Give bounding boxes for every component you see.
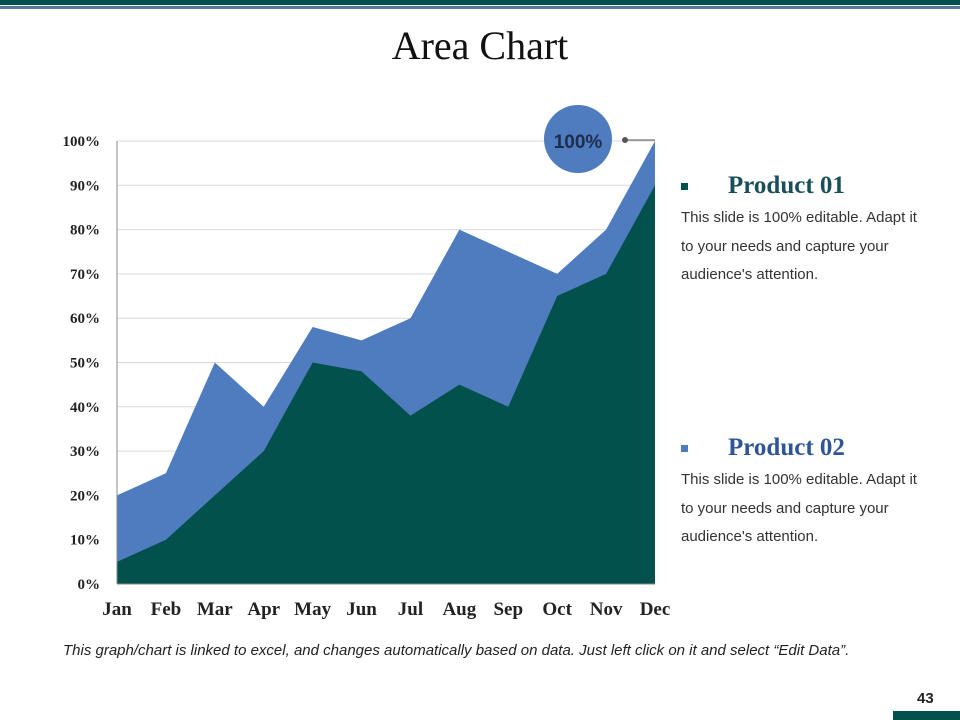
y-tick-label: 60% — [70, 311, 100, 327]
callout-label: 100% — [554, 132, 603, 153]
bullet-icon — [681, 444, 688, 452]
x-tick-label: Dec — [640, 599, 671, 620]
y-tick-label: 100% — [63, 134, 101, 150]
x-tick-label: Jan — [102, 599, 132, 620]
legend-product-02: Product 02 This slide is 100% editable. … — [681, 434, 931, 552]
x-tick-label: Jun — [346, 599, 377, 620]
legend-description: This slide is 100% editable. Adapt it to… — [681, 209, 917, 283]
x-tick-label: Sep — [493, 599, 523, 620]
legend-title: Product 01 — [728, 172, 845, 199]
y-tick-label: 70% — [70, 267, 100, 283]
x-tick-label: Oct — [542, 599, 572, 620]
y-tick-label: 30% — [70, 444, 100, 460]
y-tick-label: 50% — [70, 356, 100, 372]
y-tick-label: 80% — [70, 223, 100, 239]
x-tick-label: Aug — [442, 599, 476, 620]
x-tick-label: Feb — [151, 599, 182, 620]
top-accent-bar — [0, 0, 960, 5]
y-tick-label: 0% — [78, 577, 101, 593]
x-tick-label: Mar — [197, 599, 233, 620]
area-chart: 0% 10% 20% 30% 40% 50% 60% 70% 80% 90% 100% Jan Feb M… — [63, 105, 671, 620]
page-number: 43 — [917, 690, 934, 707]
top-accent-bar-secondary — [0, 6, 960, 9]
y-tick-label: 10% — [70, 533, 100, 549]
bullet-icon — [681, 182, 688, 190]
footer-note: This graph/chart is linked to excel, and… — [63, 642, 850, 659]
legend-description: This slide is 100% editable. Adapt it to… — [681, 471, 917, 545]
slide-title: Area Chart — [391, 23, 569, 68]
legend-product-01: Product 01 This slide is 100% editable. … — [681, 172, 931, 290]
legend-title: Product 02 — [728, 434, 845, 461]
x-tick-label: Apr — [247, 599, 280, 620]
x-tick-label: Nov — [590, 599, 623, 620]
callout-dot — [622, 137, 628, 143]
y-tick-label: 20% — [70, 488, 100, 504]
y-tick-label: 90% — [70, 178, 100, 194]
bottom-accent-bar — [893, 711, 960, 720]
callout-circle — [544, 105, 612, 173]
x-tick-label: May — [294, 599, 331, 620]
y-tick-label: 40% — [70, 400, 100, 416]
area-series-product-01 — [117, 185, 655, 585]
x-tick-label: Jul — [398, 599, 423, 620]
